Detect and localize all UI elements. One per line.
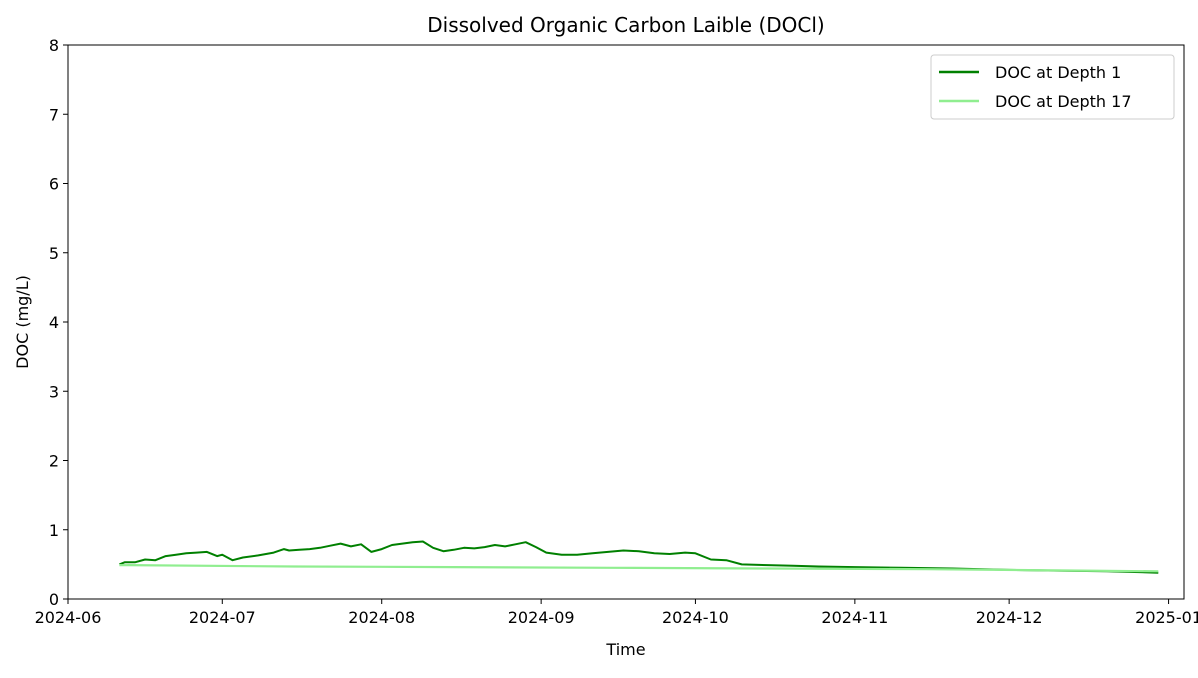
y-tick-label: 3 [49, 382, 59, 401]
x-tick-label: 2024-06 [35, 608, 102, 627]
legend-box [930, 54, 1175, 120]
y-axis: 0 1 2 3 4 5 6 7 8 [49, 36, 68, 609]
y-tick-label: 2 [49, 452, 59, 471]
x-axis: 2024-06 2024-07 2024-08 2024-09 2024-10 2024-… [35, 599, 1198, 627]
x-tick-label: 2024-07 [189, 608, 256, 627]
series-layer [119, 540, 1159, 574]
legend-label-2: DOC at Depth 17 [995, 92, 1132, 111]
y-axis-label: DOC (mg/L) [13, 275, 32, 369]
y-tick-label: 7 [49, 105, 59, 124]
chart-title: Dissolved Organic Carbon Laible (DOCl) [427, 13, 824, 37]
series-line-1 [119, 540, 1159, 574]
x-tick-label: 2024-10 [662, 608, 729, 627]
x-tick-label: 2024-09 [508, 608, 575, 627]
y-tick-label: 4 [49, 313, 59, 332]
x-tick-label: 2025-01 [1135, 608, 1198, 627]
x-axis-label: Time [605, 640, 645, 659]
y-tick-label: 6 [49, 175, 59, 194]
x-tick-label: 2024-08 [348, 608, 415, 627]
legend: DOC at Depth 1 DOC at Depth 17 [930, 54, 1175, 120]
x-tick-label: 2024-11 [821, 608, 888, 627]
series-line-2 [119, 564, 1159, 573]
x-tick-label: 2024-12 [976, 608, 1043, 627]
y-tick-label: 5 [49, 244, 59, 263]
y-tick-label: 1 [49, 521, 59, 540]
y-tick-label: 0 [49, 590, 59, 609]
legend-label-1: DOC at Depth 1 [995, 63, 1121, 82]
y-tick-label: 8 [49, 36, 59, 55]
